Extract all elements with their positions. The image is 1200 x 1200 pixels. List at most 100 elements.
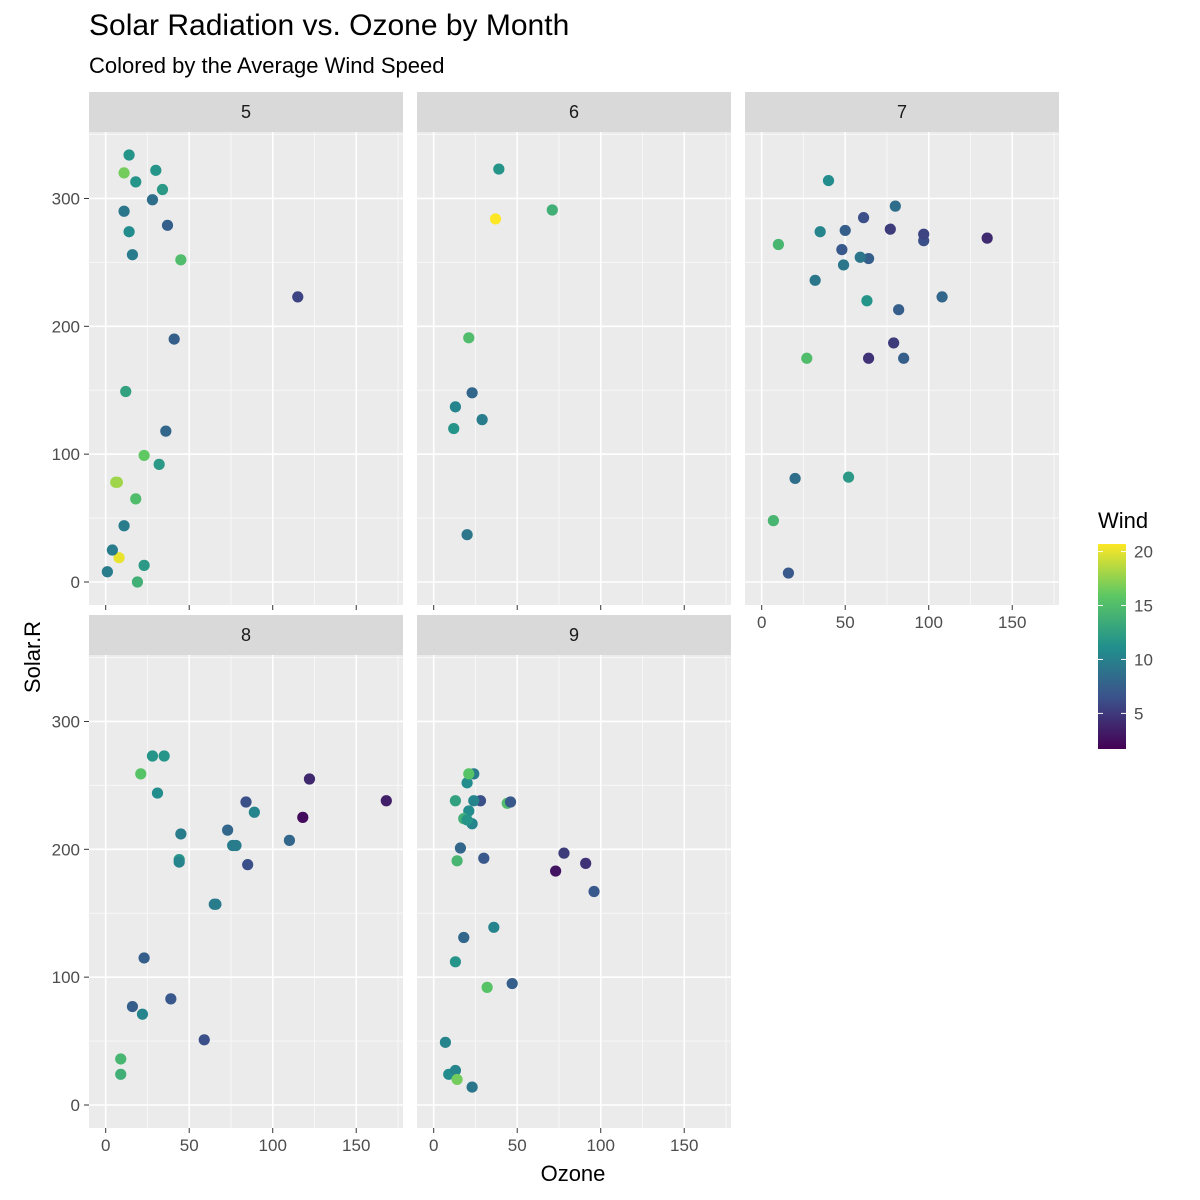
data-point (454, 842, 467, 854)
data-point (208, 898, 220, 910)
x-tick-label: 100 (587, 1136, 615, 1155)
data-point (789, 472, 801, 485)
facet-panel-8: 8 0 100 200 300 0 50 100 150 (52, 615, 403, 1155)
panel-background (417, 132, 731, 605)
data-point (150, 164, 162, 176)
data-point (135, 768, 147, 780)
data-point (151, 787, 164, 799)
data-point (130, 176, 142, 188)
data-point (153, 458, 165, 470)
data-point (101, 566, 113, 578)
x-tick-label: 50 (508, 1136, 527, 1155)
data-point (123, 149, 135, 161)
data-point (242, 859, 254, 871)
facet-panel-6: 6 (417, 92, 731, 610)
data-point (222, 824, 234, 836)
data-point (451, 855, 463, 867)
data-point (782, 567, 795, 579)
y-tick-label: 200 (52, 840, 80, 859)
data-point (488, 921, 500, 933)
data-point (173, 856, 185, 868)
facet-panel-9: 9 0 50 100 150 (417, 615, 731, 1155)
y-tick-label: 0 (71, 573, 80, 592)
data-point (165, 993, 177, 1005)
data-point (138, 559, 150, 571)
data-point (126, 1000, 139, 1013)
data-point (118, 520, 130, 532)
wind-legend: Wind 5 10 15 20 (1098, 508, 1153, 749)
data-point (146, 194, 159, 206)
legend-tick-label: 20 (1134, 543, 1153, 562)
x-tick-label: 0 (757, 613, 766, 632)
x-tick-label: 50 (180, 1136, 199, 1155)
data-point (198, 1034, 210, 1046)
data-point (767, 515, 779, 527)
data-point (175, 254, 187, 266)
data-point (893, 304, 905, 316)
data-point (772, 238, 785, 251)
data-point (297, 811, 309, 823)
y-tick-label: 200 (52, 317, 80, 336)
data-point (115, 1053, 127, 1065)
x-axis-title: Ozone (541, 1161, 606, 1186)
data-point (898, 352, 910, 364)
data-point (130, 493, 142, 505)
y-tick-label: 100 (52, 968, 80, 987)
data-point (476, 414, 488, 426)
data-point (918, 228, 930, 240)
data-point (161, 219, 174, 231)
facet-strip-label: 7 (897, 102, 907, 122)
legend-colorbar (1098, 544, 1126, 749)
data-point (136, 1008, 149, 1020)
data-point (449, 795, 462, 807)
legend-tick-label: 10 (1134, 650, 1153, 669)
x-tick-label: 50 (836, 613, 855, 632)
facet-strip-label: 5 (241, 102, 251, 122)
x-tick-label: 100 (259, 1136, 287, 1155)
data-point (466, 1081, 478, 1093)
data-point (504, 796, 517, 808)
x-tick-label: 150 (342, 1136, 370, 1155)
facet-strip-label: 9 (569, 625, 579, 645)
data-point (546, 204, 558, 216)
data-point (106, 544, 118, 556)
legend-tick-label: 5 (1134, 704, 1143, 723)
data-point (463, 768, 475, 780)
facet-panel-7: 7 0 50 100 150 (745, 92, 1059, 632)
data-point (550, 865, 562, 877)
data-point (115, 1068, 127, 1080)
data-point (449, 956, 462, 968)
data-point (439, 1036, 451, 1048)
data-point (468, 795, 480, 807)
x-tick-label: 0 (101, 1136, 110, 1155)
y-tick-label: 0 (71, 1096, 80, 1115)
data-point (861, 295, 873, 307)
data-point (862, 252, 875, 265)
data-point (138, 952, 150, 964)
chart-subtitle: Colored by the Average Wind Speed (89, 53, 445, 78)
data-point (118, 205, 130, 217)
facet-strip (745, 92, 1059, 132)
data-point (160, 425, 172, 437)
data-point (461, 814, 473, 826)
panel-background (745, 132, 1059, 605)
data-point (854, 251, 866, 263)
data-point (303, 773, 316, 785)
data-point (936, 291, 948, 303)
data-point (118, 167, 130, 179)
panel-background (89, 655, 403, 1128)
data-point (448, 422, 460, 435)
data-point (889, 200, 901, 212)
data-point (558, 847, 570, 859)
data-point (862, 352, 875, 364)
facet-strip (89, 92, 403, 132)
facet-strip-label: 6 (569, 102, 579, 122)
data-point (158, 750, 170, 762)
data-point (588, 885, 600, 898)
data-point (168, 333, 180, 345)
data-point (836, 244, 848, 256)
data-point (175, 828, 187, 840)
data-point (466, 387, 478, 399)
data-point (842, 471, 855, 483)
